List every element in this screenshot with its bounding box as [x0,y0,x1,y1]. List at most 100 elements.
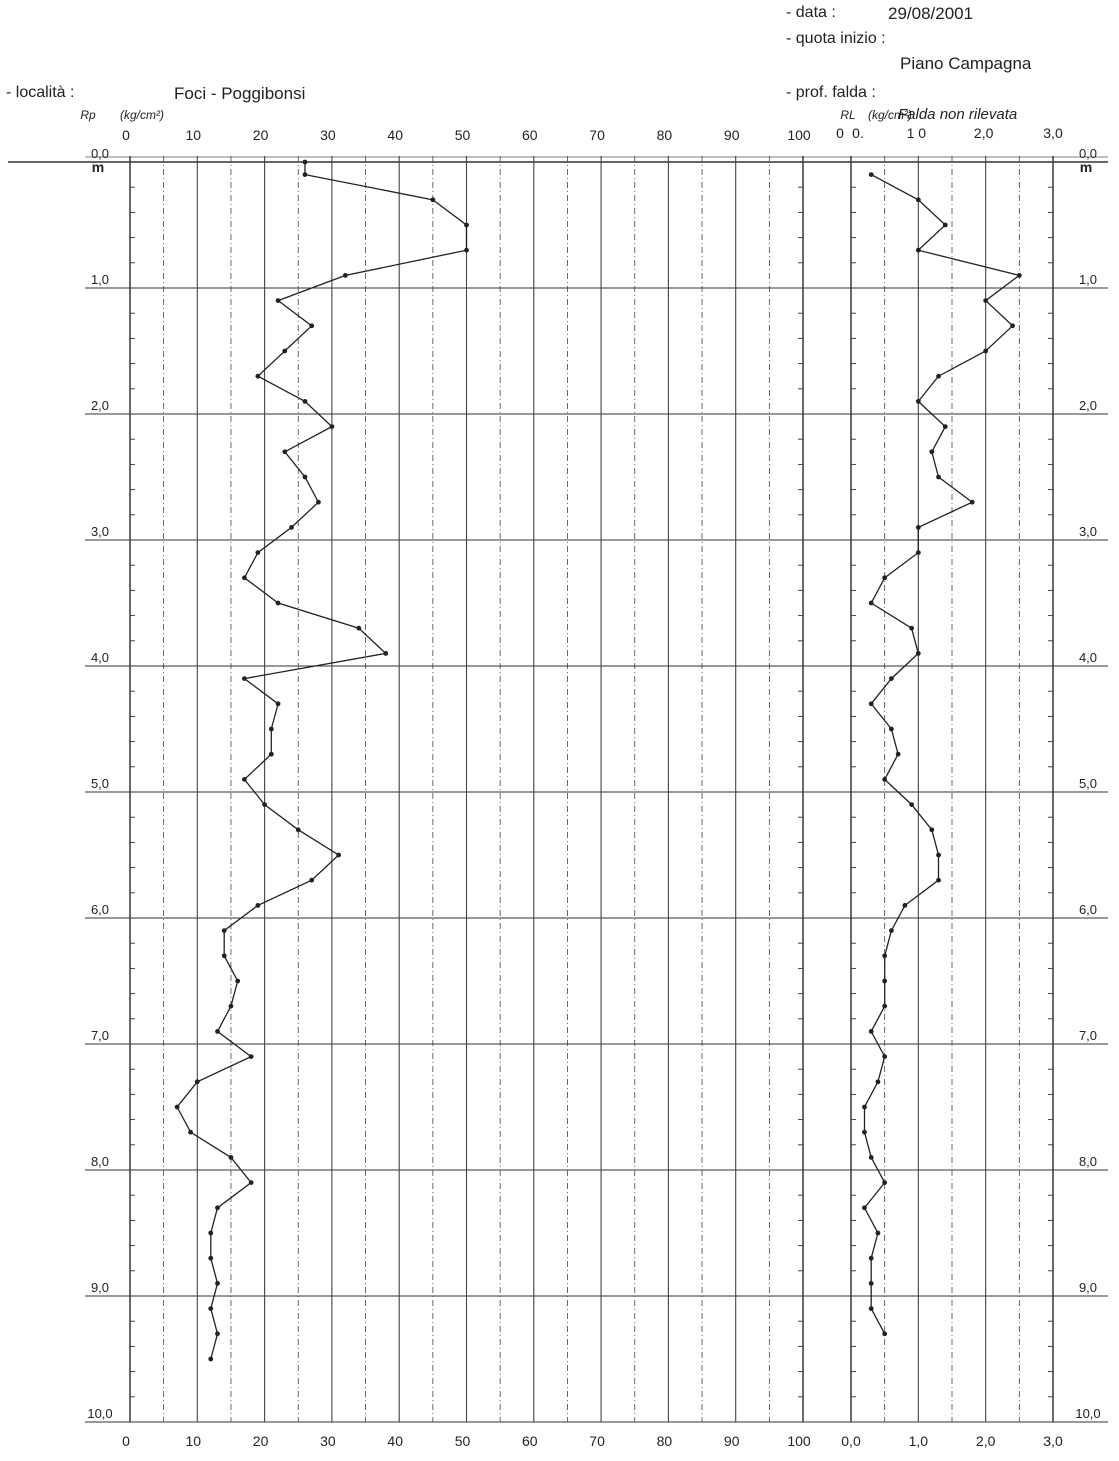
rp-data-point [228,1003,234,1009]
rp-data-point [215,1331,220,1337]
rp-data-point [255,903,261,908]
rl-data-point [875,1230,881,1236]
depth-label-right: 8,0 [1079,1154,1097,1169]
rp-data-point [316,499,321,505]
rp-tick-label-bottom: 90 [724,1433,740,1449]
rp-data-point [302,159,308,165]
rp-data-point [215,1029,220,1034]
rl-series-label: RL [840,108,855,122]
date-label: - data : [786,4,836,21]
rp-data-point [255,550,261,555]
rl-data-point [882,1003,888,1009]
rl-data-point [882,1180,888,1185]
depth-label-right: 6,0 [1079,902,1097,917]
rl-data-point [936,852,941,858]
depth-label-left: 8,0 [91,1154,109,1169]
rl-data-point [915,247,921,253]
rp-data-point [356,625,362,631]
depth-label-left: 9,0 [91,1280,109,1295]
rp-data-point [242,676,247,681]
depth-label-left: 1,0 [91,272,109,287]
rp-data-point [342,273,348,278]
rp-tick-label-top: 100 [787,127,811,143]
rl-tick-label-top: 0. [852,125,864,141]
rp-data-point [215,1205,220,1211]
rl-data-point [889,726,894,732]
rp-tick-label-top: 60 [522,127,538,143]
rl-data-point [882,575,888,581]
depth-label-left: 2,0 [91,398,109,413]
depth-label-right: 9,0 [1079,1280,1097,1295]
rp-data-point [309,323,315,329]
rp-data-point [208,1306,214,1311]
rp-data-point [282,449,288,455]
rl-tick-label-top: 2,0 [974,125,994,141]
depth-label-left: 7,0 [91,1028,109,1043]
depth-label-right: 0,0 [1079,146,1097,161]
rp-data-point [289,525,294,530]
rl-data-point [882,1054,888,1059]
depth-label-right: 5,0 [1079,776,1097,791]
water-table-label: - prof. falda : [786,84,876,101]
depth-label-right: 10,0 [1075,1406,1100,1421]
rl-data-point [942,424,948,429]
rl-data-point [868,701,874,707]
depth-label-left: 0,0 [91,146,109,161]
start-elevation-value: Piano Campagna [900,54,1032,73]
rp-data-point [302,399,308,404]
rp-data-point [215,1281,220,1286]
rl-tick-label-bottom: 0,0 [841,1433,861,1449]
rp-tick-label-top: 90 [724,127,740,143]
rp-data-point [282,348,288,354]
water-table-value: Falda non rilevata [898,106,1018,123]
rl-data-point [889,928,894,933]
rp-tick-label-top: 70 [589,127,605,143]
rp-profile-line [176,162,468,1360]
rl-data-point [942,222,948,228]
rl-profile-line [863,174,1021,1335]
rp-data-point [208,1356,214,1362]
rp-tick-label-bottom: 30 [320,1433,336,1449]
rp-data-point [255,373,261,379]
rl-data-point [936,474,941,480]
depth-label-right: 4,0 [1079,650,1097,665]
rp-data-point [302,474,308,480]
rl-data-point [909,802,914,807]
rp-data-point [242,777,247,782]
rl-data-point [889,676,894,681]
rl-data-point [868,600,874,606]
rl-data-point [1010,323,1015,329]
rl-data-point [882,978,888,984]
rl-data-point [915,550,921,555]
rp-data-point [248,1180,254,1185]
rl-data-point [895,751,901,757]
rp-data-point [221,928,227,933]
depth-unit-right: m [1080,159,1092,175]
rl-data-point [936,373,941,379]
rp-data-point [174,1104,180,1110]
rl-data-point [868,1255,874,1261]
rl-tick-label-bottom: 3,0 [1043,1433,1063,1449]
rp-tick-label-bottom: 40 [387,1433,403,1449]
rp-tick-label-bottom: 20 [253,1433,269,1449]
rp-data-point [235,978,241,984]
depth-label-left: 4,0 [91,650,109,665]
rl-data-point [915,525,921,530]
rp-data-point [336,852,342,858]
rl-data-point [862,1205,867,1211]
rp-tick-label-top: 30 [320,127,336,143]
depth-label-left: 5,0 [91,776,109,791]
rp-data-point [295,827,301,833]
rl-data-point [929,449,935,455]
depth-label-right: 1,0 [1079,272,1097,287]
rl-data-point [868,172,874,178]
rl-data-point [882,1331,888,1337]
start-elevation-label: - quota inizio : [786,30,886,47]
rl-data-point [936,877,941,883]
rl-data-point [969,499,975,505]
depth-label-left: 3,0 [91,524,109,539]
rp-data-point [275,600,281,606]
rl-data-point [862,1129,867,1135]
rp-data-point [268,751,274,757]
